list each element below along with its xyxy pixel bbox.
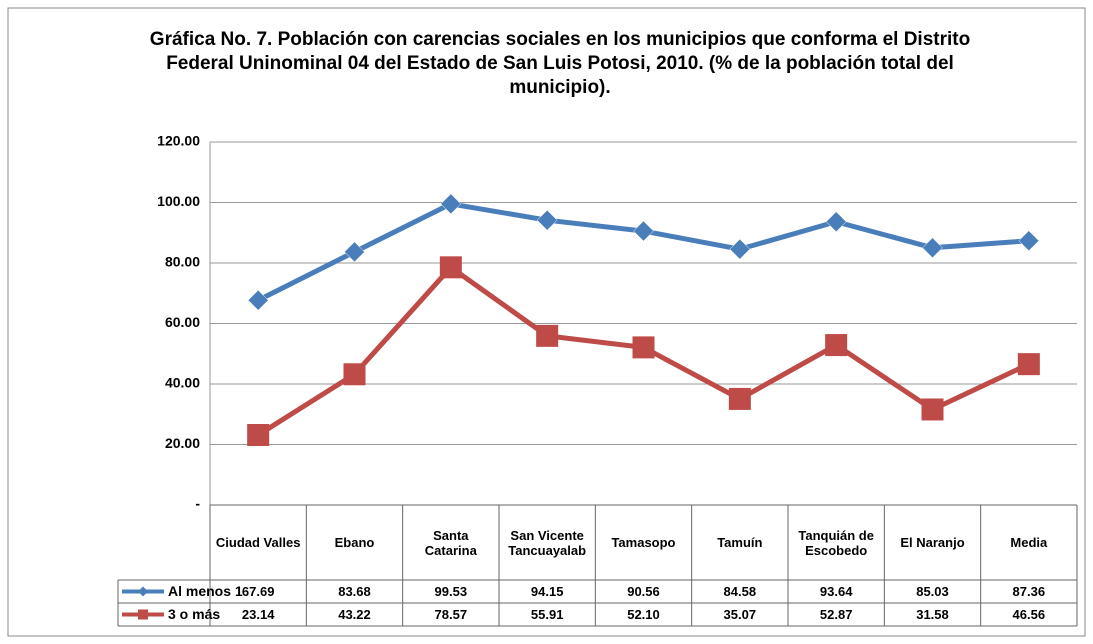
marker: [825, 211, 847, 233]
x-tick-label: Tamuín: [717, 535, 763, 550]
y-tick-label: 20.00: [165, 435, 200, 451]
marker: [825, 334, 848, 357]
marker: [247, 424, 270, 447]
data-label: 35.07: [723, 607, 757, 622]
data-label: 31.58: [916, 607, 949, 622]
legend-marker: [138, 586, 148, 597]
marker: [439, 256, 462, 279]
y-tick-label: 120.00: [157, 133, 200, 149]
data-label: 90.56: [627, 584, 660, 599]
chart-title: Gráfica No. 7. Población con carencias s…: [149, 29, 971, 98]
marker: [344, 241, 365, 263]
marker: [921, 398, 944, 421]
marker: [440, 193, 462, 215]
legend-label: 3 o más: [168, 606, 220, 622]
marker: [1018, 230, 1040, 252]
x-tick-label: El Naranjo: [900, 535, 965, 550]
data-label: 93.64: [819, 584, 853, 599]
marker: [633, 220, 654, 242]
marker: [728, 387, 751, 410]
x-tick-label: Santa Catarina: [424, 527, 477, 558]
data-label: 52.10: [627, 607, 660, 622]
data-label: 23.14: [241, 607, 275, 622]
data-label: 52.87: [819, 607, 853, 622]
marker: [729, 238, 751, 260]
data-label: 94.15: [530, 584, 564, 599]
y-tick-label: 40.00: [165, 375, 200, 391]
legend-label: Al menos 1: [168, 583, 243, 599]
y-tick-label: 100.00: [157, 193, 200, 209]
marker: [922, 237, 943, 259]
y-tick-label: -: [195, 496, 200, 512]
marker: [536, 209, 558, 231]
y-tick-label: 80.00: [165, 254, 200, 270]
y-tick-label: 60.00: [165, 314, 200, 330]
data-label: 67.69: [241, 584, 275, 599]
x-tick-label: Ciudad Valles: [215, 535, 301, 550]
data-label: 55.91: [530, 607, 564, 622]
x-tick-label: San Vicente Tancuayalab: [508, 527, 587, 558]
legend-marker: [138, 609, 148, 620]
x-tick-label: Tanquián de Escobedo: [798, 527, 874, 558]
data-label: 83.68: [338, 584, 371, 599]
marker: [632, 336, 655, 359]
data-label: 99.53: [434, 584, 468, 599]
marker: [343, 363, 366, 386]
x-tick-label: Media: [1010, 535, 1048, 550]
chart-frame: [7, 7, 1086, 637]
data-label: 46.56: [1012, 607, 1046, 622]
x-tick-label: Tamasopo: [611, 535, 676, 550]
marker: [536, 324, 559, 347]
data-label: 84.58: [723, 584, 757, 599]
data-label: 78.57: [434, 607, 468, 622]
data-label: 43.22: [338, 607, 371, 622]
data-label: 85.03: [916, 584, 949, 599]
data-label: 87.36: [1012, 584, 1046, 599]
marker: [1017, 353, 1040, 376]
x-tick-label: Ebano: [334, 535, 375, 550]
marker: [247, 289, 269, 311]
